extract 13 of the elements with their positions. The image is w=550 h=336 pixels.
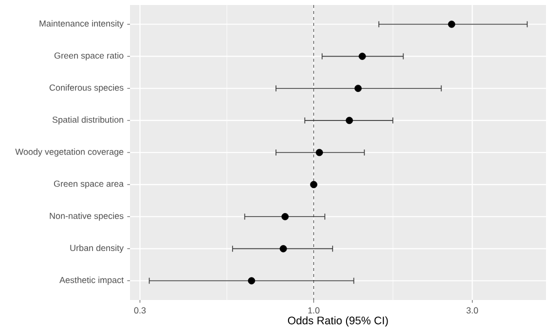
x-tick-label: 0.3 — [134, 307, 146, 314]
y-tick-label: Green space area — [54, 180, 124, 189]
y-tick-label: Coniferous species — [50, 84, 124, 92]
x-tick-label: 1.0 — [308, 307, 320, 314]
y-tick-label: Woody vegetation coverage — [15, 148, 124, 157]
y-tick-label: Urban density — [70, 244, 124, 253]
x-tick-label: 3.0 — [466, 307, 478, 314]
y-tick-label: Green space ratio — [54, 52, 124, 60]
x-axis-title: Odds Ratio (95% CI) — [288, 316, 388, 327]
y-tick-label: Maintenance intensity — [40, 20, 124, 28]
y-tick-label: Spatial distribution — [52, 116, 124, 125]
y-tick-label: Non-native species — [50, 212, 124, 221]
y-tick-label: Aesthetic impact — [59, 276, 124, 285]
